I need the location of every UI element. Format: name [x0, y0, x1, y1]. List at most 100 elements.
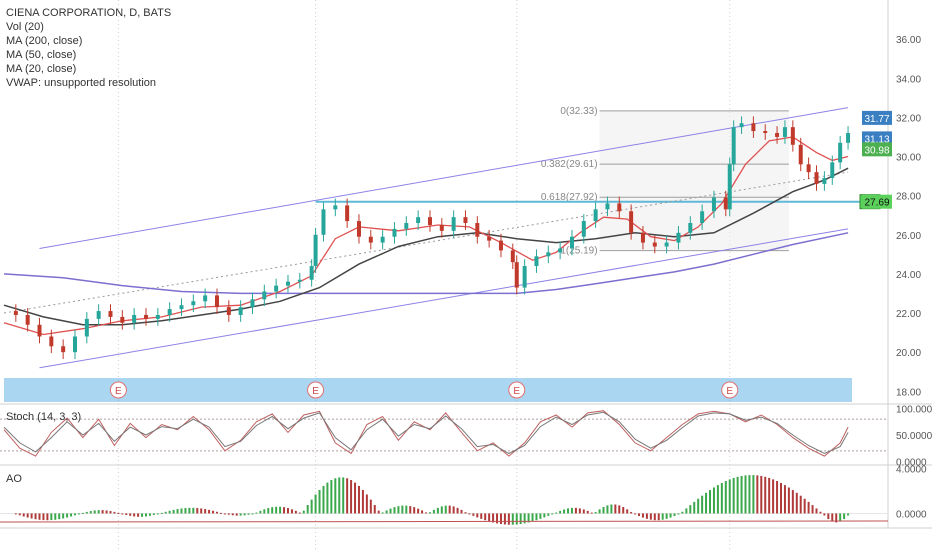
ao-bar — [484, 513, 487, 521]
price-label-bg — [862, 142, 892, 157]
ao-bar — [807, 501, 810, 514]
price-tick-label: 30.00 — [896, 153, 921, 164]
candle-body — [640, 232, 645, 243]
ao-bar — [515, 513, 518, 525]
ao-bar — [444, 505, 447, 514]
candle-body — [72, 336, 77, 353]
candle-body — [546, 252, 551, 257]
candle-body — [309, 266, 314, 280]
candle-body — [392, 228, 397, 237]
price-tick-label: 18.00 — [896, 387, 921, 398]
candle-body — [514, 262, 519, 288]
candle-body — [569, 236, 574, 249]
ao-bar — [160, 512, 163, 514]
candle-body — [822, 178, 827, 184]
ao-pane-label[interactable]: AO — [6, 473, 22, 485]
ao-bar — [334, 478, 337, 514]
fibonacci-label: 1(25.19) — [560, 246, 597, 257]
candle-body — [629, 211, 634, 233]
ao-bar — [567, 508, 570, 514]
ao-bar — [42, 513, 45, 521]
ao-bar — [496, 513, 499, 524]
ao-bar — [101, 510, 104, 514]
price-tick-label: 28.00 — [896, 192, 921, 203]
ao-bar — [184, 508, 187, 514]
ao-bar — [819, 511, 822, 514]
ao-bar — [34, 513, 37, 520]
candle-body — [356, 221, 361, 237]
price-tick-label: 22.00 — [896, 309, 921, 320]
ao-bar — [720, 482, 723, 514]
candle-body — [846, 133, 851, 143]
candle-body — [814, 172, 819, 184]
ao-bar — [551, 513, 554, 515]
fibonacci-label: 0(32.33) — [560, 106, 597, 117]
ao-bar — [716, 485, 719, 514]
candle-body — [510, 250, 515, 263]
indicator-ma200[interactable]: MA (200, close) — [6, 35, 83, 47]
ao-bar — [709, 490, 712, 514]
ao-bar — [787, 487, 790, 514]
ao-bar — [460, 509, 463, 514]
price-tick-label: 34.00 — [896, 74, 921, 85]
ao-bar — [322, 485, 325, 514]
ao-bar — [712, 487, 715, 514]
ao-bottom-line — [0, 520, 889, 523]
ao-bar — [760, 475, 763, 514]
ao-bar — [476, 513, 479, 518]
price-label-bg — [862, 194, 892, 209]
ao-bar — [393, 507, 396, 514]
ao-bar — [97, 510, 100, 514]
ao-bar — [590, 512, 593, 514]
ao-bar — [523, 513, 526, 524]
ao-bar — [148, 513, 151, 516]
ao-bar — [219, 512, 222, 514]
indicator-vwap[interactable]: VWAP: unsupported resolution — [6, 77, 157, 89]
ao-bar — [298, 512, 301, 514]
ao-bar — [326, 482, 329, 514]
candle-body — [313, 234, 318, 267]
indicator-volume[interactable]: Vol (20) — [6, 21, 44, 33]
indicator-ma50[interactable]: MA (50, close) — [6, 49, 77, 61]
ao-bar — [338, 477, 341, 514]
stoch-d-line — [3, 411, 849, 455]
ao-bar — [795, 492, 798, 514]
candle-body — [664, 242, 669, 247]
ao-bar — [26, 513, 29, 518]
ao-bar — [310, 499, 313, 514]
ao-bar — [204, 509, 207, 514]
ao-bar — [452, 506, 455, 514]
ao-bar — [606, 505, 609, 514]
ao-bar — [357, 485, 360, 514]
ao-bar — [772, 479, 775, 514]
earnings-marker — [508, 381, 526, 399]
candle-body — [49, 336, 54, 347]
ao-bar — [215, 511, 218, 514]
symbol-title[interactable]: CIENA CORPORATION, D, BATS — [6, 7, 172, 19]
ao-tick-label: 0.0000 — [896, 509, 927, 520]
ao-bar — [555, 512, 558, 514]
candle-body — [238, 307, 243, 315]
ao-bar — [701, 495, 704, 514]
ao-bar — [259, 510, 262, 514]
ao-bar — [105, 510, 108, 514]
price-tick-label: 36.00 — [896, 35, 921, 46]
candle-body — [285, 281, 290, 286]
candle-body — [226, 307, 231, 315]
ao-bar — [275, 506, 278, 514]
ao-bar — [314, 494, 317, 514]
candle-body — [475, 223, 480, 237]
ao-bar — [728, 479, 731, 514]
ma50-line — [3, 167, 849, 326]
ao-bar — [172, 509, 175, 514]
ao-bar — [657, 513, 660, 521]
candle-body — [96, 311, 101, 319]
candle-body — [558, 248, 563, 253]
candle-body — [605, 203, 610, 210]
indicator-ma20[interactable]: MA (20, close) — [6, 63, 77, 75]
ao-bar — [827, 513, 830, 520]
stoch-pane-label[interactable]: Stoch (14, 3, 3) — [6, 411, 82, 423]
candle-body — [534, 256, 539, 267]
ao-bar — [543, 513, 546, 518]
